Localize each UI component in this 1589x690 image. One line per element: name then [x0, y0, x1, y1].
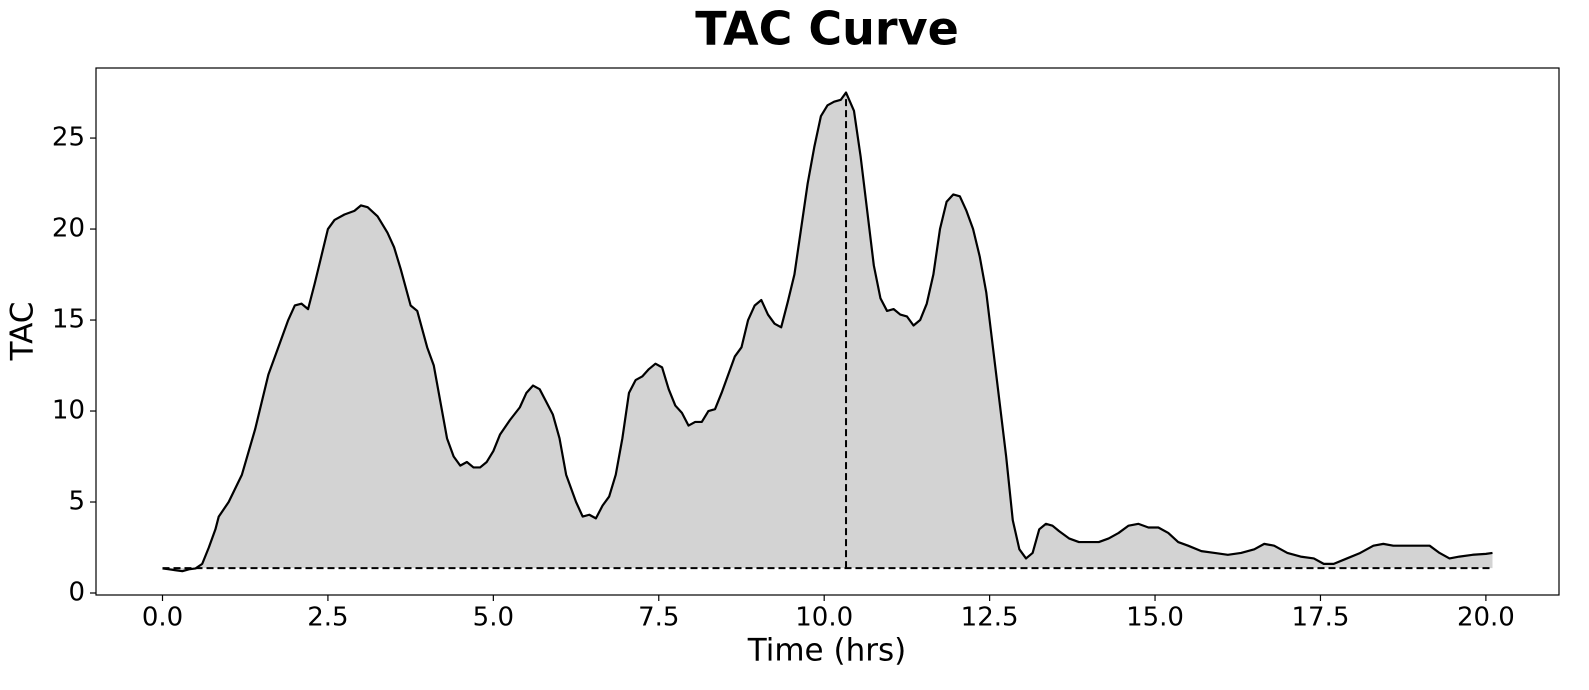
- x-tick-label: 15.0: [1126, 603, 1184, 633]
- x-tick-label: 12.5: [961, 603, 1019, 633]
- x-tick-label: 7.5: [638, 603, 679, 633]
- y-tick-label: 25: [52, 123, 85, 153]
- x-tick-label: 10.0: [795, 603, 853, 633]
- y-axis-label: TAC: [5, 302, 41, 362]
- tac-line: [162, 91, 1493, 573]
- x-tick-label: 5.0: [473, 603, 514, 633]
- x-tick-label: 20.0: [1457, 603, 1515, 633]
- y-tick-label: 0: [68, 577, 85, 607]
- area-fill: [162, 92, 1493, 572]
- x-tick-label: 2.5: [307, 603, 348, 633]
- y-tick-label: 20: [52, 214, 85, 244]
- y-tick-label: 15: [52, 305, 85, 335]
- y-tick-label: 10: [52, 396, 85, 426]
- x-tick-label: 0.0: [142, 603, 183, 633]
- x-axis-label: Time (hrs): [747, 633, 906, 669]
- plot-frame: [95, 67, 1560, 596]
- y-tick-label: 5: [68, 487, 85, 517]
- x-tick-label: 17.5: [1292, 603, 1350, 633]
- chart-title: TAC Curve: [695, 2, 959, 56]
